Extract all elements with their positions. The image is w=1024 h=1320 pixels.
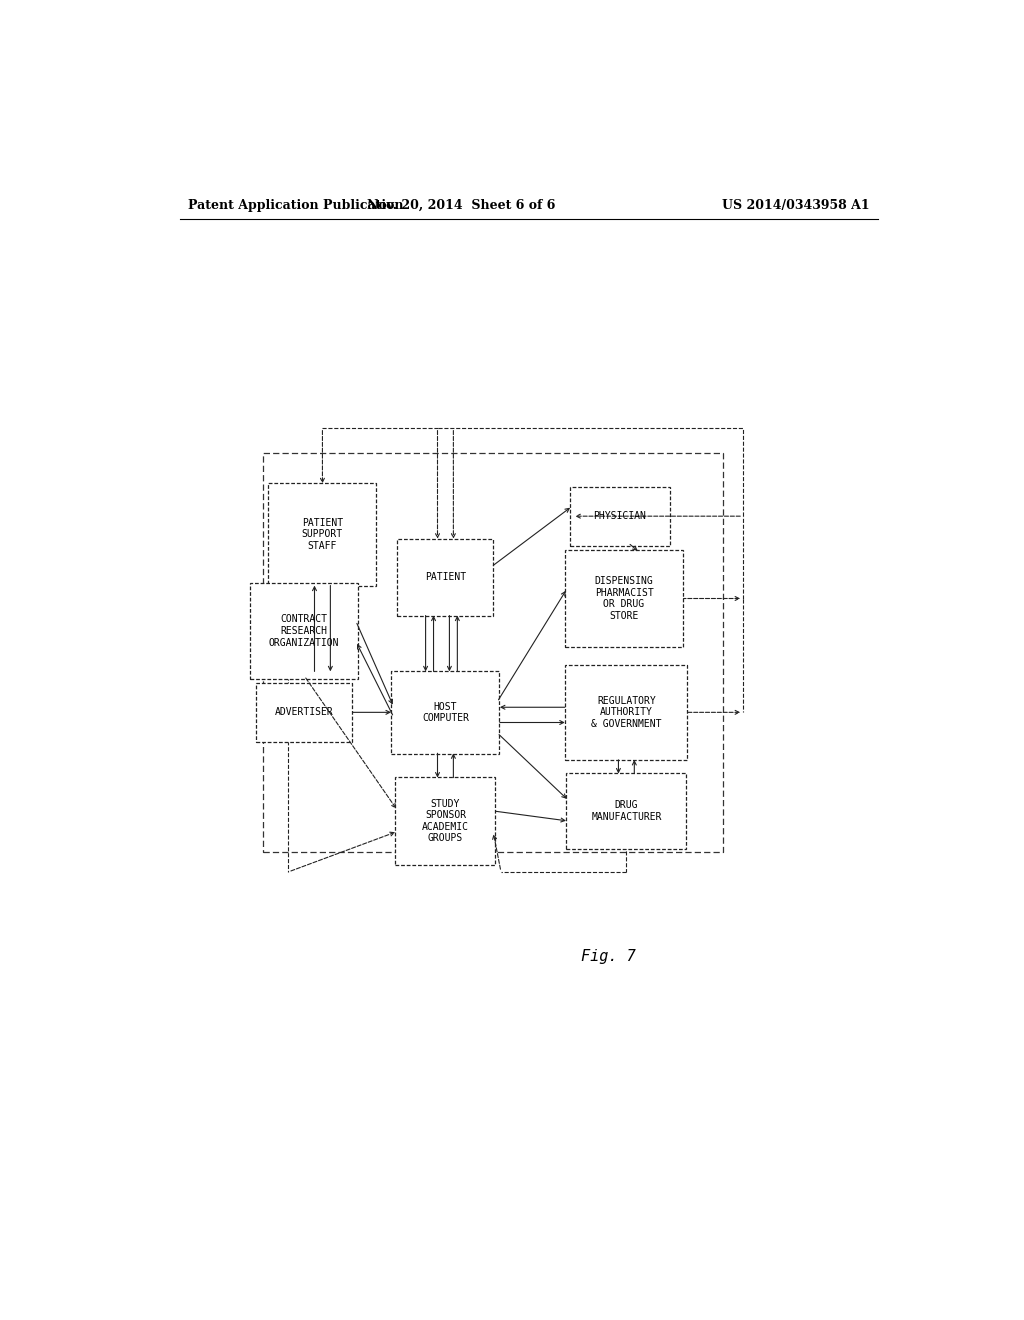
Bar [263,453,723,851]
Text: Fig. 7: Fig. 7 [581,949,636,964]
Text: HOST
COMPUTER: HOST COMPUTER [422,701,469,723]
FancyBboxPatch shape [256,682,352,742]
FancyBboxPatch shape [565,549,683,647]
Text: PATIENT
SUPPORT
STAFF: PATIENT SUPPORT STAFF [302,517,343,550]
Text: CONTRACT
RESEARCH
ORGANIZATION: CONTRACT RESEARCH ORGANIZATION [269,614,339,648]
Text: Nov. 20, 2014  Sheet 6 of 6: Nov. 20, 2014 Sheet 6 of 6 [368,198,555,211]
FancyBboxPatch shape [250,583,358,678]
FancyBboxPatch shape [565,664,687,760]
Text: PATIENT: PATIENT [425,572,466,582]
FancyBboxPatch shape [566,774,686,849]
FancyBboxPatch shape [391,671,500,754]
Text: DRUG
MANUFACTURER: DRUG MANUFACTURER [591,800,662,822]
FancyBboxPatch shape [395,777,496,865]
Text: ADVERTISER: ADVERTISER [274,708,334,717]
Text: US 2014/0343958 A1: US 2014/0343958 A1 [722,198,870,211]
Text: STUDY
SPONSOR
ACADEMIC
GROUPS: STUDY SPONSOR ACADEMIC GROUPS [422,799,469,843]
Text: REGULATORY
AUTHORITY
& GOVERNMENT: REGULATORY AUTHORITY & GOVERNMENT [591,696,662,729]
Text: Patent Application Publication: Patent Application Publication [187,198,403,211]
Text: DISPENSING
PHARMACIST
OR DRUG
STORE: DISPENSING PHARMACIST OR DRUG STORE [595,576,653,620]
FancyBboxPatch shape [570,487,670,545]
FancyBboxPatch shape [397,539,494,616]
FancyBboxPatch shape [268,483,377,586]
Text: PHYSICIAN: PHYSICIAN [594,511,646,521]
